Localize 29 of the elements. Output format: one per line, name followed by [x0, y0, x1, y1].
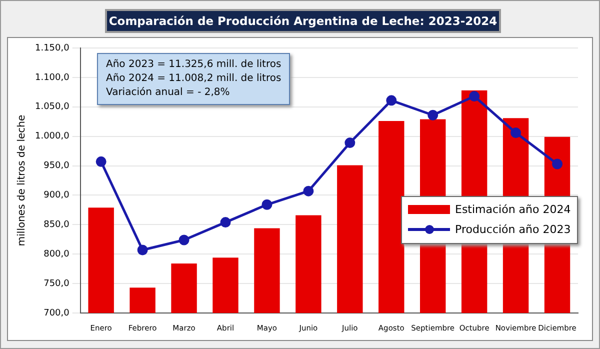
y-tick-label: 1.050,0 [34, 102, 70, 112]
point [344, 138, 356, 148]
point [96, 156, 106, 167]
y-tick-label: 950,0 [44, 161, 70, 172]
point [510, 128, 522, 138]
annotation: Variación anual = - 2,8% [106, 86, 231, 100]
annotation: Año 2024 = 11.008,2 mill. de litros [106, 72, 282, 86]
y-tick-label: 900,0 [44, 190, 70, 201]
y-axis-title: millones de litros de leche [16, 114, 28, 246]
point [303, 186, 314, 196]
point [178, 234, 190, 246]
y-tick-label: 750,0 [44, 278, 70, 289]
legend-label: Estimación año 2024 [455, 203, 571, 216]
point [428, 110, 438, 120]
y-tick-label: 800,0 [44, 249, 70, 260]
point [469, 91, 480, 102]
annotation: Año 2023 = 11.325,6 mill. de litros [106, 58, 282, 72]
point [386, 95, 397, 106]
point [552, 158, 563, 170]
legend-label: Producción año 2023 [455, 223, 571, 236]
point [220, 217, 231, 228]
y-tick-label: 850,0 [44, 220, 70, 230]
y-tick-label: 700,0 [44, 308, 70, 318]
y-tick-label: 1.100,0 [34, 72, 70, 83]
point [137, 244, 148, 256]
chart-title: Comparación de Producción Argentina de Leche: 2023-2024 [105, 9, 501, 33]
y-tick-label: 1.000,0 [34, 132, 70, 142]
y-tick-label: 1.150,0 [34, 43, 70, 54]
point [262, 199, 272, 210]
